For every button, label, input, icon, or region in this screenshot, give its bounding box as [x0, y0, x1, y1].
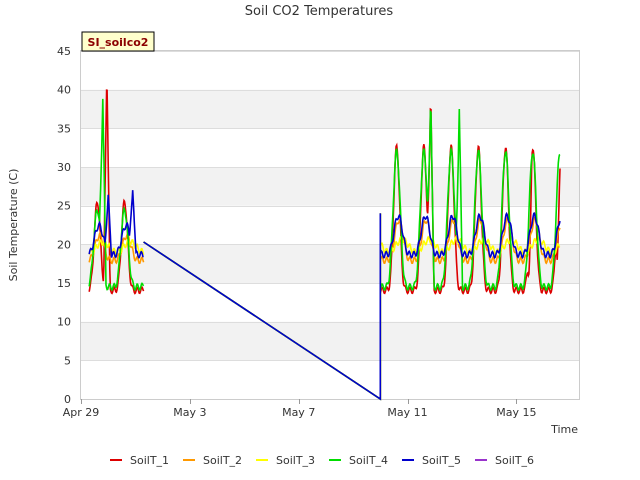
legend-label-SoilT_2: SoilT_2	[203, 454, 242, 467]
series-gap-line-SoilT_5	[143, 213, 382, 401]
plot-area-border	[80, 50, 580, 400]
series-line-SoilT_2	[88, 231, 145, 265]
plot-band	[81, 128, 579, 167]
plot-band	[81, 205, 579, 245]
plot-band	[81, 321, 579, 361]
y-tick-label: 15	[57, 277, 71, 290]
series-line-SoilT_5	[88, 190, 144, 259]
plot-band	[81, 167, 579, 206]
y-tick-label: 20	[57, 238, 71, 251]
y-axis: 0 5 10 15 20 25 30 35 40 45	[57, 45, 71, 406]
series-line-SoilT_1	[88, 89, 145, 295]
plot-band	[81, 89, 579, 129]
x-axis-label: Time	[550, 423, 578, 436]
x-axis: Apr 29 May 3 May 7 May 11 May 15	[63, 399, 537, 419]
y-tick-label: 40	[57, 84, 71, 97]
x-tick-label: May 15	[496, 406, 536, 419]
y-tick-label: 30	[57, 161, 71, 174]
series-line-SoilT_4	[379, 108, 561, 292]
site-badge-box	[81, 31, 155, 52]
plot-band	[81, 283, 579, 322]
y-tick-label: 25	[57, 200, 71, 213]
x-tick-label: May 3	[173, 406, 206, 419]
legend-label-SoilT_4: SoilT_4	[349, 454, 388, 467]
y-tick-label: 5	[64, 354, 71, 367]
series-lines	[88, 89, 561, 401]
y-axis-label: Soil Temperature (C)	[7, 169, 20, 282]
site-badge: SI_soilco2	[81, 31, 155, 52]
legend-label-SoilT_5: SoilT_5	[422, 454, 461, 467]
y-tick-label: 35	[57, 122, 71, 135]
series-line-SoilT_3	[379, 235, 561, 257]
x-tick-label: May 11	[387, 406, 427, 419]
y-gridlines	[81, 51, 579, 400]
legend-label-SoilT_6: SoilT_6	[495, 454, 534, 467]
series-line-SoilT_4	[88, 98, 145, 292]
y-tick-label: 45	[57, 45, 71, 58]
series-line-SoilT_5	[379, 211, 561, 260]
plot-band	[81, 51, 579, 90]
legend: SoilT_1 SoilT_2 SoilT_3 SoilT_4 SoilT_5 SoilT…	[110, 454, 534, 467]
plot-band	[81, 360, 579, 399]
chart-title: Soil CO2 Temperatures	[245, 4, 394, 19]
legend-label-SoilT_1: SoilT_1	[130, 454, 169, 467]
site-badge-label: SI_soilco2	[88, 36, 149, 49]
legend-label-SoilT_3: SoilT_3	[276, 454, 315, 467]
series-line-SoilT_2	[379, 215, 561, 265]
x-tick-label: Apr 29	[63, 406, 100, 419]
y-tick-label: 0	[64, 393, 71, 406]
y-tick-label: 10	[57, 316, 71, 329]
x-tick-label: May 7	[282, 406, 315, 419]
